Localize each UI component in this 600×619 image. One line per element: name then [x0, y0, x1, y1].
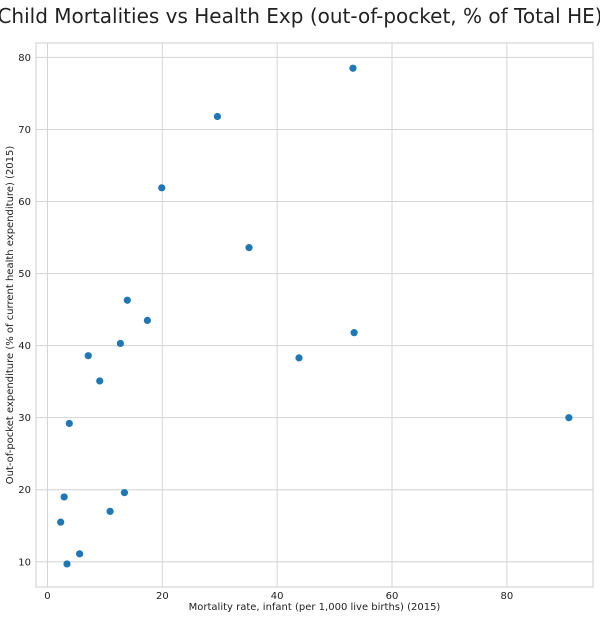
data-point — [116, 339, 125, 348]
y-tick-label: 10 — [18, 557, 31, 568]
x-tick-label: 40 — [271, 591, 284, 602]
data-point — [57, 518, 65, 526]
data-point — [565, 414, 573, 422]
tick-labels: 0 20 40 60 80 10 20 30 40 50 60 70 80 — [18, 53, 513, 602]
x-tick-label: 0 — [44, 591, 50, 602]
data-point — [76, 550, 84, 558]
data-point — [349, 64, 357, 72]
plot-area — [35, 42, 594, 588]
data-point — [143, 316, 151, 325]
y-tick-label: 80 — [18, 53, 31, 64]
data-point — [60, 493, 68, 501]
data-point — [63, 560, 71, 568]
data-point — [350, 329, 358, 337]
y-tick-label: 40 — [18, 341, 31, 352]
data-point — [65, 419, 73, 428]
data-point — [245, 244, 253, 252]
data-point — [120, 489, 129, 497]
y-tick-label: 50 — [18, 269, 31, 280]
grid — [36, 43, 593, 587]
x-axis-label: Mortality rate, infant (per 1,000 live b… — [189, 602, 441, 613]
x-tick-label: 20 — [156, 591, 169, 602]
y-axis-label: Out-of-pocket expenditure (% of current … — [5, 146, 16, 485]
y-tick-label: 20 — [18, 485, 31, 496]
data-point — [84, 352, 92, 360]
data-point — [106, 507, 114, 515]
chart-title: Child Mortalities vs Health Exp (out-of-… — [0, 4, 600, 28]
data-point — [295, 354, 303, 362]
data-point — [96, 377, 104, 385]
data-points — [57, 64, 573, 568]
x-tick-label: 60 — [386, 591, 399, 602]
data-point — [213, 112, 222, 121]
x-tick-label: 80 — [500, 591, 513, 602]
y-tick-label: 70 — [18, 125, 31, 136]
data-point — [158, 184, 166, 192]
data-point — [123, 296, 131, 304]
y-tick-label: 30 — [18, 413, 31, 424]
y-tick-label: 60 — [18, 197, 31, 208]
